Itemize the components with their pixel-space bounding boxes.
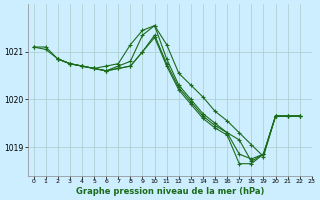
X-axis label: Graphe pression niveau de la mer (hPa): Graphe pression niveau de la mer (hPa) xyxy=(76,187,264,196)
